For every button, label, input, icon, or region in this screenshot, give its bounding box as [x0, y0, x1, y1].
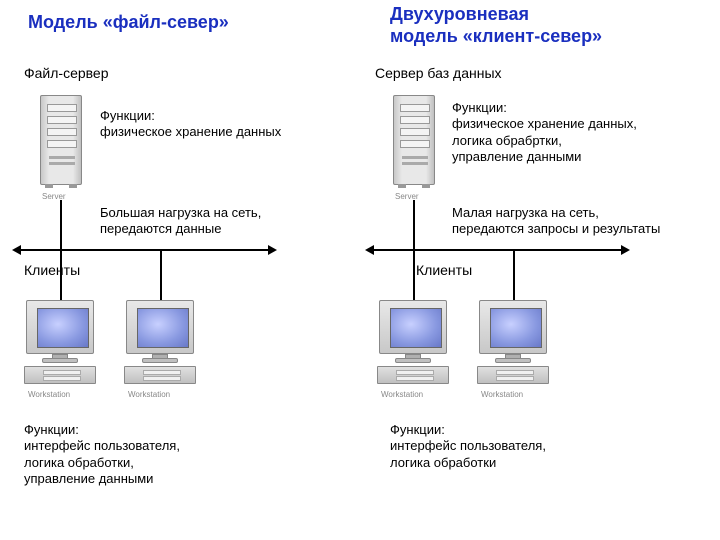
text: передаются запросы и результаты	[452, 221, 660, 236]
left-ws-caption-2: Workstation	[128, 390, 170, 399]
server-icon	[40, 95, 82, 185]
workstation-icon	[477, 300, 549, 386]
text: Функции:	[452, 100, 507, 115]
text: модель «клиент-север»	[390, 26, 602, 46]
left-server-caption: Server	[42, 192, 66, 201]
text: физическое хранение данных	[100, 124, 281, 139]
text: логика обработки	[390, 455, 496, 470]
network-bus	[373, 249, 623, 251]
right-ws-caption-2: Workstation	[481, 390, 523, 399]
server-icon	[393, 95, 435, 185]
text: Функции:	[100, 108, 155, 123]
left-title: Модель «файл-север»	[28, 12, 229, 33]
text: Функции:	[24, 422, 79, 437]
network-line	[413, 250, 415, 300]
right-title: Двухуровневая модель «клиент-север»	[390, 4, 602, 47]
network-line	[60, 250, 62, 300]
network-line	[160, 250, 162, 300]
left-client-functions: Функции: интерфейс пользователя, логика …	[24, 422, 180, 487]
arrow-right-icon	[268, 245, 277, 255]
left-clients-label: Клиенты	[24, 262, 80, 278]
text: логика обрабртки,	[452, 133, 562, 148]
right-network-desc: Малая нагрузка на сеть, передаются запро…	[452, 205, 660, 238]
right-server-functions: Функции: физическое хранение данных, лог…	[452, 100, 637, 165]
workstation-icon	[24, 300, 96, 386]
text: управление данными	[452, 149, 581, 164]
right-clients-label: Клиенты	[416, 262, 472, 278]
text: физическое хранение данных,	[452, 116, 637, 131]
arrow-right-icon	[621, 245, 630, 255]
text: передаются данные	[100, 221, 221, 236]
right-client-functions: Функции: интерфейс пользователя, логика …	[390, 422, 546, 471]
text: интерфейс пользователя,	[24, 438, 180, 453]
right-server-caption: Server	[395, 192, 419, 201]
network-line	[513, 250, 515, 300]
left-network-desc: Большая нагрузка на сеть, передаются дан…	[100, 205, 261, 238]
network-bus	[20, 249, 270, 251]
text: Малая нагрузка на сеть,	[452, 205, 599, 220]
left-server-functions: Функции: физическое хранение данных	[100, 108, 281, 141]
workstation-icon	[377, 300, 449, 386]
left-ws-caption-1: Workstation	[28, 390, 70, 399]
left-server-label: Файл-сервер	[24, 65, 109, 81]
workstation-icon	[124, 300, 196, 386]
text: Большая нагрузка на сеть,	[100, 205, 261, 220]
network-line	[60, 200, 62, 250]
text: Функции:	[390, 422, 445, 437]
text: интерфейс пользователя,	[390, 438, 546, 453]
right-ws-caption-1: Workstation	[381, 390, 423, 399]
text: Двухуровневая	[390, 4, 529, 24]
right-server-label: Сервер баз данных	[375, 65, 502, 81]
text: управление данными	[24, 471, 153, 486]
text: логика обработки,	[24, 455, 134, 470]
network-line	[413, 200, 415, 250]
